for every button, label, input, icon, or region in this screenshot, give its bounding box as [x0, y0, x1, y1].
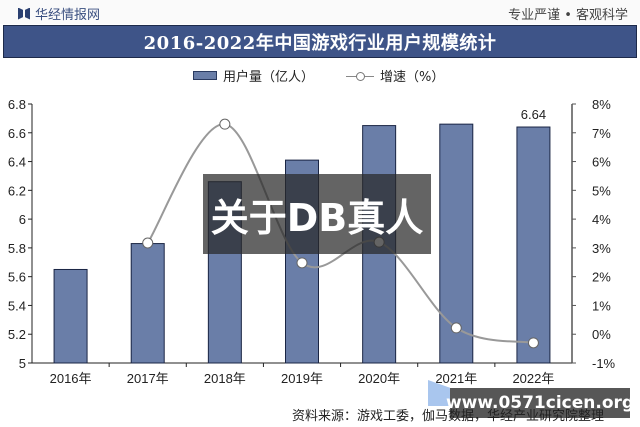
right-tick-label: 3% [592, 241, 611, 256]
left-tick-label: 6.2 [8, 183, 26, 198]
right-tick-label: 2% [592, 270, 611, 285]
growth-point [296, 257, 308, 269]
legend-bar-label: 用户量（亿人） [223, 70, 315, 85]
legend-bar-swatch-icon [193, 71, 217, 80]
left-tick-label: 6.6 [8, 126, 26, 141]
x-tick-label: 2017年 [127, 371, 169, 386]
left-tick-label: 5.2 [8, 327, 26, 342]
x-tick-label: 2016年 [50, 371, 92, 386]
top-bar: 华经情报网 专业严谨 • 客观科学 [0, 0, 640, 24]
legend-line-marker-icon [346, 70, 375, 82]
slogan: 专业严谨 • 客观科学 [508, 8, 628, 23]
legend-line-label: 增速（%） [380, 70, 445, 85]
left-tick-label: 5.6 [8, 270, 26, 285]
right-tick-label: 0% [592, 327, 611, 342]
growth-point [527, 337, 539, 349]
chart-title: 2016-2022年中国游戏行业用户规模统计 [143, 32, 497, 54]
x-tick-label: 2021年 [435, 371, 477, 386]
left-tick-label: 5.4 [8, 298, 26, 313]
x-tick-label: 2020年 [358, 371, 400, 386]
x-tick-label: 2018年 [204, 371, 246, 386]
legend: 用户量（亿人） 增速（%） [193, 66, 444, 85]
right-tick-label: -1% [592, 356, 616, 371]
source-note: 资料来源：游戏工委，伽马数据，华经产业研究院整理 [292, 409, 605, 424]
left-tick-label: 5 [19, 356, 26, 371]
watermark-url: www.0571cicen.org [446, 388, 634, 418]
x-tick-label: 2022年 [512, 371, 554, 386]
x-tick-label: 2019年 [281, 371, 323, 386]
data-label: 6.64 [521, 107, 546, 122]
right-tick-label: 5% [592, 183, 611, 198]
brand-name: 华经情报网 [35, 8, 101, 23]
overlay-text: 关于DB真人 [210, 195, 424, 240]
right-tick-label: 1% [592, 298, 611, 313]
chart-title-bar: 2016-2022年中国游戏行业用户规模统计 [3, 25, 637, 58]
right-tick-label: 6% [592, 155, 611, 170]
right-tick-label: 7% [592, 126, 611, 141]
brand: 华经情报网 [18, 4, 100, 23]
left-tick-label: 6 [19, 212, 26, 227]
growth-point [142, 237, 154, 249]
right-tick-label: 8% [592, 97, 611, 112]
brand-logo-icon [18, 8, 30, 20]
bar-2016年 [53, 268, 88, 364]
left-tick-label: 5.8 [8, 241, 26, 256]
bar-2022年 [516, 126, 551, 364]
growth-point [219, 118, 231, 130]
watermark-logo-icon [428, 380, 450, 406]
growth-point [450, 322, 462, 334]
left-tick-label: 6.4 [8, 155, 26, 170]
left-tick-label: 6.8 [8, 97, 26, 112]
bar-2017年 [130, 243, 165, 364]
watermark-url-text: www.0571cicen.org [445, 393, 635, 413]
right-tick-label: 4% [592, 212, 611, 227]
overlay-banner: 关于DB真人 [203, 174, 431, 254]
